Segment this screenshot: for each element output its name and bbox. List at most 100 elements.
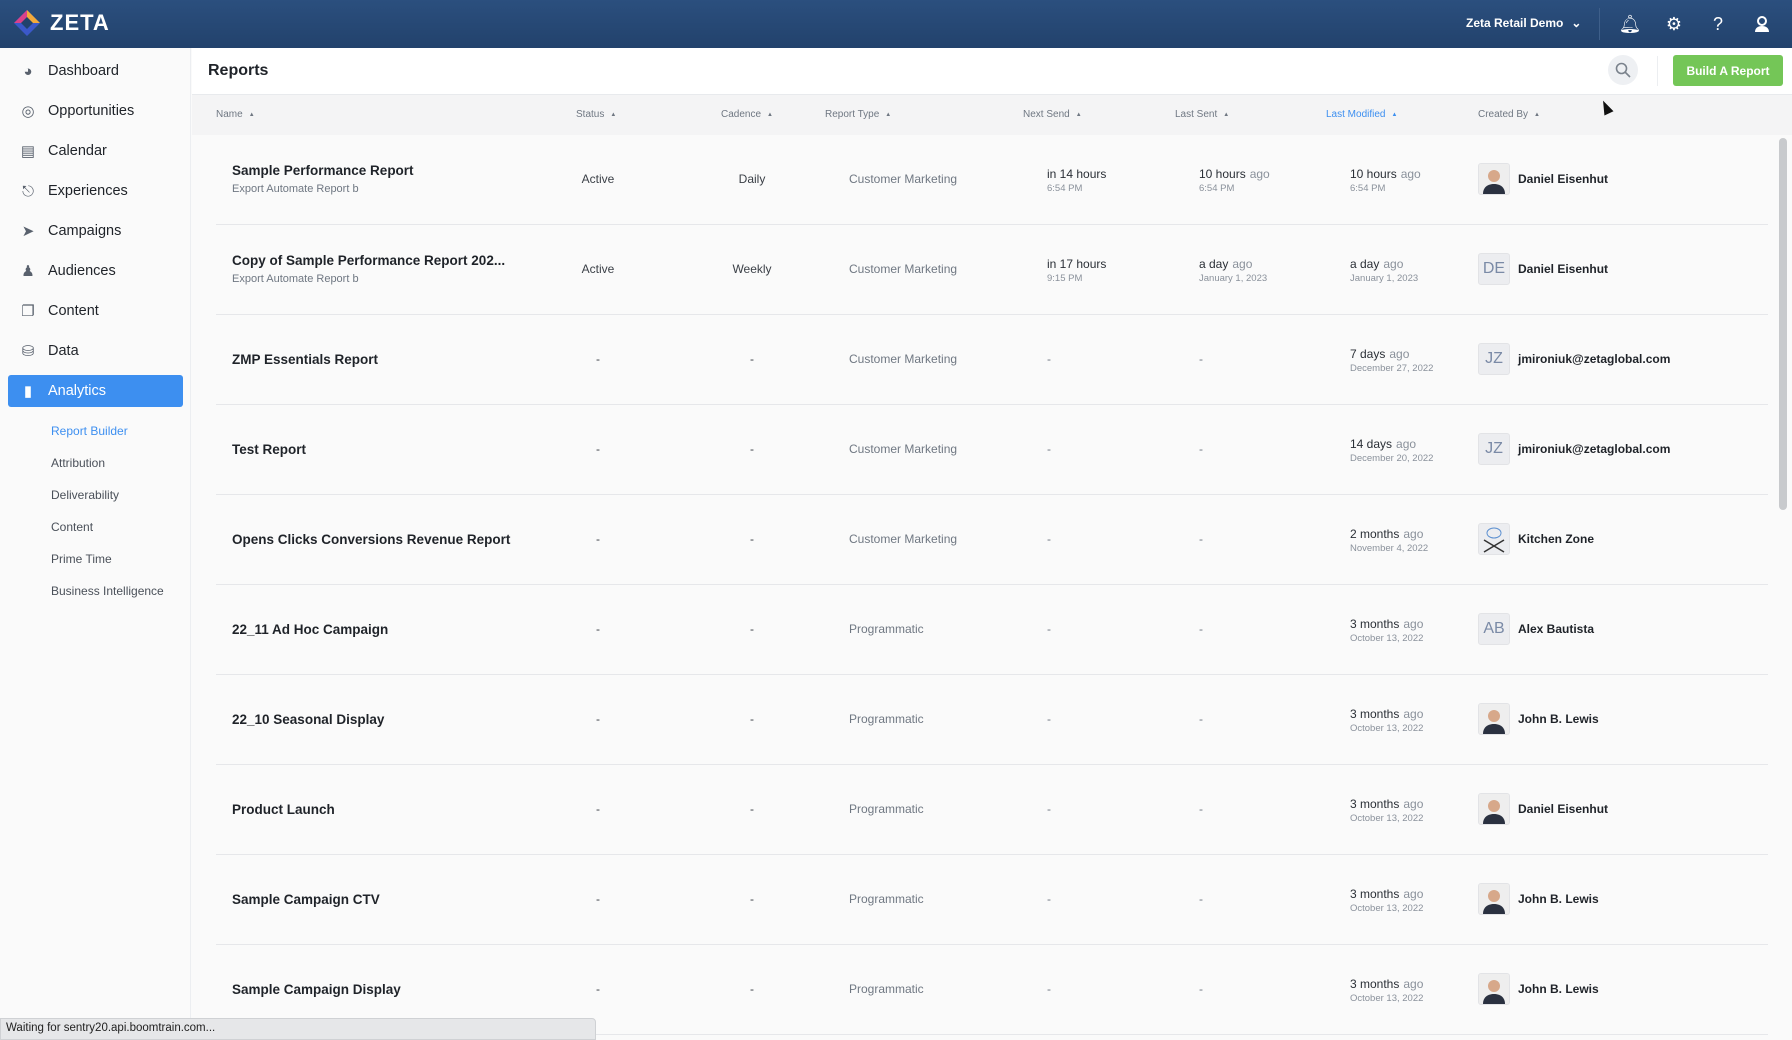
zeta-logo[interactable]: ZETA bbox=[12, 8, 110, 38]
created-by[interactable]: Alex Bautista bbox=[1518, 622, 1595, 636]
sidebar-item-content[interactable]: ❐ Content bbox=[8, 295, 183, 327]
report-name[interactable]: Product Launch bbox=[232, 802, 335, 817]
sidebar-item-audiences[interactable]: ♟ Audiences bbox=[8, 255, 183, 287]
report-name[interactable]: 22_10 Seasonal Display bbox=[232, 712, 385, 727]
column-label: Name bbox=[216, 109, 243, 120]
divider bbox=[1599, 8, 1600, 40]
sidebar-item-data[interactable]: ⛁ Data bbox=[8, 335, 183, 367]
gear-icon[interactable]: ⚙ bbox=[1665, 13, 1683, 34]
last-sent: a day ago January 1, 2023 bbox=[1199, 257, 1267, 284]
last-modified-date: November 4, 2022 bbox=[1350, 543, 1429, 554]
sort-icon[interactable]: ▲︎ bbox=[1534, 112, 1540, 118]
last-sent-ago: ago bbox=[1232, 257, 1253, 271]
sort-icon[interactable]: ▲︎ bbox=[1075, 112, 1082, 118]
report-cadence: - bbox=[750, 982, 754, 996]
table-row[interactable]: Sample Performance Report Export Automate… bbox=[216, 135, 1768, 225]
sort-icon[interactable]: ▲︎ bbox=[1391, 112, 1398, 118]
report-name[interactable]: Sample Campaign CTV bbox=[232, 892, 380, 907]
sidebar-subitem-deliverability[interactable]: Deliverability bbox=[51, 488, 120, 502]
created-by[interactable]: Daniel Eisenhut bbox=[1518, 802, 1609, 816]
sidebar-subitem-content[interactable]: Content bbox=[51, 520, 94, 534]
report-name[interactable]: 22_11 Ad Hoc Campaign bbox=[232, 622, 389, 637]
sidebar-item-dashboard[interactable]: ◕ Dashboard bbox=[8, 55, 183, 87]
created-by[interactable]: Kitchen Zone bbox=[1518, 532, 1595, 546]
sidebar-subitem-prime-time[interactable]: Prime Time bbox=[51, 552, 112, 566]
table-header: Name ▲︎ Status ▲︎ Cadence ▲︎ Report Type ▲︎ Next… bbox=[192, 95, 1792, 135]
build-report-button[interactable]: Build A Report bbox=[1673, 55, 1783, 86]
report-name[interactable]: Sample Performance Report bbox=[232, 163, 414, 178]
main-content: Reports Build A Report Name ▲︎ Status ▲︎ Cad… bbox=[192, 48, 1792, 1040]
column-header-cadence[interactable]: Cadence ▲︎ bbox=[721, 109, 773, 120]
last-modified-value: 3 months bbox=[1350, 617, 1400, 631]
report-name[interactable]: ZMP Essentials Report bbox=[232, 352, 379, 367]
table-row[interactable]: ZMP Essentials Report - - Customer Marketin… bbox=[216, 315, 1768, 405]
sort-icon[interactable]: ▲︎ bbox=[885, 112, 892, 118]
sort-icon[interactable]: ▲︎ bbox=[767, 112, 773, 118]
report-type: Programmatic bbox=[849, 622, 924, 636]
table-row[interactable]: Sample Campaign CTV - - Programmatic - - 3 mon… bbox=[216, 855, 1768, 945]
help-icon[interactable]: ? bbox=[1712, 13, 1723, 34]
sidebar-item-label: Audiences bbox=[48, 263, 116, 279]
sidebar-item-opportunities[interactable]: ◎ Opportunities bbox=[8, 95, 183, 127]
created-by[interactable]: John B. Lewis bbox=[1518, 892, 1599, 906]
column-header-name[interactable]: Name ▲︎ bbox=[216, 109, 255, 120]
account-switcher[interactable]: Zeta Retail Demo ⌄ bbox=[1466, 16, 1581, 30]
created-by[interactable]: jmironiuk@zetaglobal.com bbox=[1518, 442, 1671, 456]
scrollbar[interactable] bbox=[1779, 138, 1787, 1038]
created-by[interactable]: Daniel Eisenhut bbox=[1518, 262, 1609, 276]
table-row[interactable]: Copy of Sample Performance Report 202...… bbox=[216, 225, 1768, 315]
sort-icon[interactable]: ▲︎ bbox=[1223, 112, 1230, 118]
table-row[interactable]: Product Launch - - Programmatic - - 3 months ag… bbox=[216, 765, 1768, 855]
last-modified-relative: 3 months ago bbox=[1350, 617, 1423, 631]
next-send: - bbox=[1047, 892, 1051, 906]
column-header-created-by[interactable]: Created By ▲︎ bbox=[1478, 109, 1540, 120]
report-name[interactable]: Copy of Sample Performance Report 202... bbox=[232, 253, 506, 268]
table-row[interactable]: 22_10 Seasonal Display - - Programmatic - - 3 … bbox=[216, 675, 1768, 765]
report-cadence: Daily bbox=[738, 172, 766, 186]
report-name[interactable]: Opens Clicks Conversions Revenue Report bbox=[232, 532, 511, 547]
table-row[interactable]: Sample Campaign Display - - Programmatic - - 3… bbox=[216, 945, 1768, 1035]
last-sent: - bbox=[1199, 352, 1203, 366]
sidebar-item-calendar[interactable]: ▤ Calendar bbox=[8, 135, 183, 167]
report-cadence: Weekly bbox=[732, 262, 772, 276]
created-by[interactable]: jmironiuk@zetaglobal.com bbox=[1518, 352, 1671, 366]
sidebar-item-label: Campaigns bbox=[48, 223, 122, 239]
table-row[interactable]: Opens Clicks Conversions Revenue Report -… bbox=[216, 495, 1768, 585]
report-type: Programmatic bbox=[849, 892, 924, 906]
column-header-last-modified[interactable]: Last Modified ▲︎ bbox=[1326, 109, 1397, 120]
created-by[interactable]: Daniel Eisenhut bbox=[1518, 172, 1609, 186]
sort-icon[interactable]: ▲︎ bbox=[248, 112, 255, 118]
scrollbar-thumb[interactable] bbox=[1779, 138, 1787, 510]
next-send: - bbox=[1047, 532, 1051, 546]
last-sent-value: a day bbox=[1199, 257, 1229, 271]
report-name[interactable]: Sample Campaign Display bbox=[232, 982, 401, 997]
last-modified-relative: 14 days ago bbox=[1350, 437, 1433, 451]
search-icon bbox=[1615, 62, 1631, 78]
user-icon[interactable] bbox=[1750, 12, 1774, 36]
report-type: Programmatic bbox=[849, 982, 924, 996]
sidebar-subitem-attribution[interactable]: Attribution bbox=[51, 456, 106, 470]
last-modified-relative: 10 hours ago bbox=[1350, 167, 1421, 181]
last-modified: 10 hours ago 6:54 PM bbox=[1350, 167, 1421, 194]
table-row[interactable]: Test Report - - Customer Marketing - - 14 days… bbox=[216, 405, 1768, 495]
column-header-next-send[interactable]: Next Send ▲︎ bbox=[1023, 109, 1082, 120]
report-name[interactable]: Test Report bbox=[232, 442, 307, 457]
column-header-report-type[interactable]: Report Type ▲︎ bbox=[825, 109, 891, 120]
table-row[interactable]: 22_11 Ad Hoc Campaign - - Programmatic - - 3 m… bbox=[216, 585, 1768, 675]
bell-icon[interactable]: 🔔︎ bbox=[1618, 13, 1642, 34]
sidebar-subitem-report-builder[interactable]: Report Builder bbox=[51, 424, 128, 438]
search-button[interactable] bbox=[1608, 55, 1638, 85]
sort-icon[interactable]: ▲︎ bbox=[610, 112, 617, 118]
sidebar-item-campaigns[interactable]: ➤ Campaigns bbox=[8, 215, 183, 247]
last-modified-date: October 13, 2022 bbox=[1350, 723, 1424, 734]
column-header-status[interactable]: Status ▲︎ bbox=[576, 109, 616, 120]
created-by[interactable]: John B. Lewis bbox=[1518, 982, 1599, 996]
sidebar-item-experiences[interactable]: ⎋ Experiences bbox=[8, 175, 183, 207]
database-icon: ⛁ bbox=[21, 343, 35, 360]
last-modified: 14 days ago December 20, 2022 bbox=[1350, 437, 1433, 464]
sidebar-item-analytics[interactable]: ▮ Analytics bbox=[8, 375, 183, 407]
next-send-date: 6:54 PM bbox=[1047, 183, 1083, 194]
created-by[interactable]: John B. Lewis bbox=[1518, 712, 1599, 726]
column-header-last-sent[interactable]: Last Sent ▲︎ bbox=[1175, 109, 1229, 120]
sidebar-subitem-business-intelligence[interactable]: Business Intelligence bbox=[51, 584, 164, 598]
